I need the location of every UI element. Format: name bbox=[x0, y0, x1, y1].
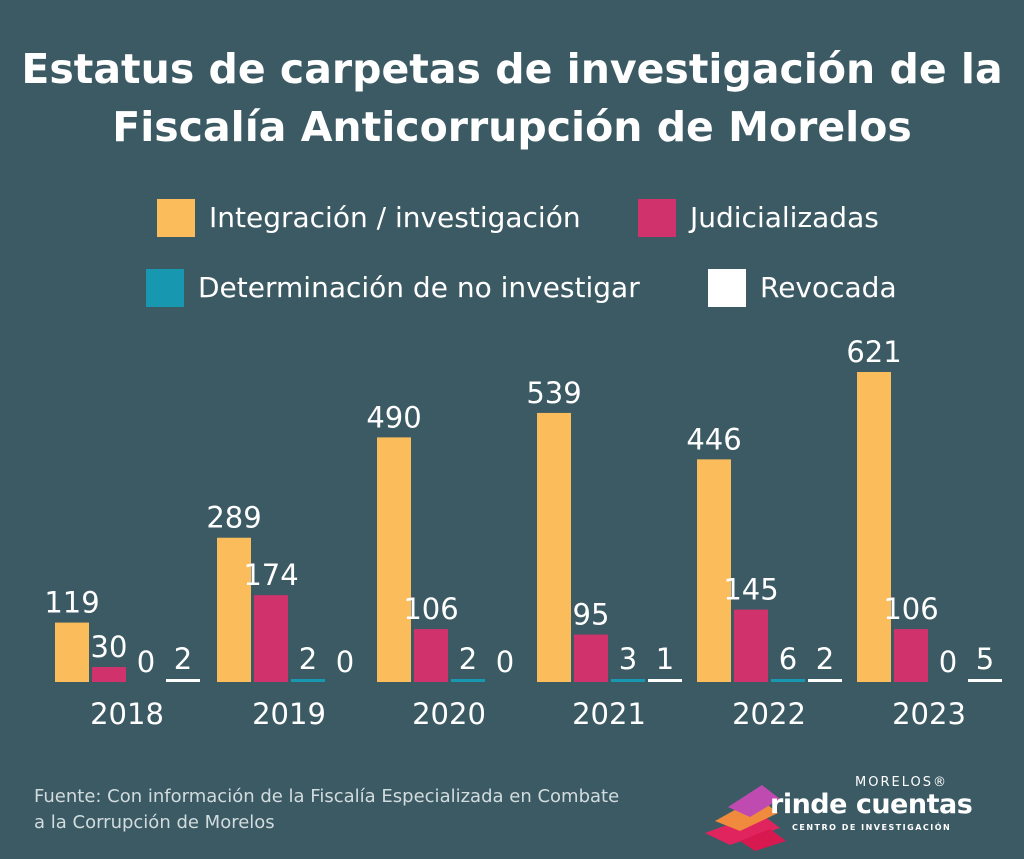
value-label-determinacion-de-no-investigar-2021: 3 bbox=[619, 642, 637, 676]
bar-integracion-investigacion-2023 bbox=[857, 372, 891, 682]
bar-determinacion-de-no-investigar-2022 bbox=[771, 679, 805, 682]
bar-judicializadas-2020 bbox=[414, 629, 448, 682]
legend-swatch-judicializadas bbox=[638, 199, 676, 237]
chart-title-line-2: Fiscalía Anticorrupción de Morelos bbox=[112, 103, 912, 151]
year-label-2020: 2020 bbox=[412, 697, 486, 731]
bar-integracion-investigacion-2021 bbox=[537, 412, 571, 682]
value-label-determinacion-de-no-investigar-2019: 2 bbox=[299, 642, 317, 676]
rinde-cuentas-logo: MORELOS® rinde cuentas CENTRO DE INVESTI… bbox=[700, 775, 990, 855]
value-label-revocada-2023: 5 bbox=[976, 642, 994, 676]
year-label-2019: 2019 bbox=[252, 697, 326, 731]
value-label-integracion-investigacion-2018: 119 bbox=[44, 586, 99, 620]
bar-integracion-investigacion-2020 bbox=[377, 437, 411, 682]
chart-title: Estatus de carpetas de investigación de … bbox=[0, 40, 1024, 156]
value-label-judicializadas-2022: 145 bbox=[723, 573, 778, 607]
source-line-1: Fuente: Con información de la Fiscalía E… bbox=[34, 786, 620, 807]
source-line-2: a la Corrupción de Morelos bbox=[34, 812, 275, 833]
legend-swatch-no-investigar bbox=[146, 269, 184, 307]
logo-sub-text: CENTRO DE INVESTIGACIÓN bbox=[792, 823, 952, 832]
bar-revocada-2021 bbox=[648, 679, 682, 682]
value-label-determinacion-de-no-investigar-2020: 2 bbox=[459, 642, 477, 676]
value-label-judicializadas-2021: 95 bbox=[573, 598, 610, 632]
bar-integracion-investigacion-2018 bbox=[55, 622, 89, 682]
bar-judicializadas-2023 bbox=[894, 629, 928, 682]
bar-judicializadas-2019 bbox=[254, 595, 288, 682]
legend-swatch-integracion bbox=[157, 199, 195, 237]
value-label-judicializadas-2018: 30 bbox=[91, 630, 128, 664]
value-label-integracion-investigacion-2019: 289 bbox=[206, 501, 261, 535]
legend-swatch-revocada bbox=[708, 269, 746, 307]
year-label-2021: 2021 bbox=[572, 697, 646, 731]
source-note: Fuente: Con información de la Fiscalía E… bbox=[34, 784, 674, 836]
value-label-revocada-2018: 2 bbox=[174, 642, 192, 676]
logo-feather-icon bbox=[705, 785, 786, 851]
value-label-judicializadas-2023: 106 bbox=[883, 592, 938, 626]
bar-revocada-2023 bbox=[968, 679, 1002, 682]
value-label-integracion-investigacion-2021: 539 bbox=[526, 376, 581, 410]
value-label-integracion-investigacion-2023: 621 bbox=[846, 335, 901, 369]
value-label-revocada-2020: 0 bbox=[496, 645, 514, 679]
bar-determinacion-de-no-investigar-2019 bbox=[291, 679, 325, 682]
bar-determinacion-de-no-investigar-2021 bbox=[611, 679, 645, 682]
bar-revocada-2018 bbox=[166, 679, 200, 682]
legend-label-revocada: Revocada bbox=[760, 271, 897, 304]
value-label-integracion-investigacion-2020: 490 bbox=[366, 400, 421, 434]
bar-judicializadas-2018 bbox=[92, 667, 126, 682]
legend-label-judicializadas: Judicializadas bbox=[690, 201, 879, 234]
value-label-revocada-2019: 0 bbox=[336, 645, 354, 679]
legend-label-no-investigar: Determinación de no investigar bbox=[198, 271, 640, 304]
year-label-2022: 2022 bbox=[732, 697, 806, 731]
value-label-judicializadas-2020: 106 bbox=[403, 592, 458, 626]
value-label-integracion-investigacion-2022: 446 bbox=[686, 422, 741, 456]
logo-main-text: rinde cuentas bbox=[770, 789, 973, 820]
legend-label-integracion: Integración / investigación bbox=[209, 201, 581, 234]
bar-integracion-investigacion-2022 bbox=[697, 459, 731, 682]
value-label-determinacion-de-no-investigar-2018: 0 bbox=[137, 645, 155, 679]
bar-integracion-investigacion-2019 bbox=[217, 537, 251, 682]
year-label-2023: 2023 bbox=[892, 697, 966, 731]
value-label-revocada-2022: 2 bbox=[816, 642, 834, 676]
value-label-determinacion-de-no-investigar-2023: 0 bbox=[939, 645, 957, 679]
value-label-determinacion-de-no-investigar-2022: 6 bbox=[779, 642, 797, 676]
value-label-revocada-2021: 1 bbox=[656, 642, 674, 676]
bar-determinacion-de-no-investigar-2020 bbox=[451, 679, 485, 682]
value-label-judicializadas-2019: 174 bbox=[243, 558, 298, 592]
logo-top-text: MORELOS® bbox=[855, 775, 948, 790]
chart-title-line-1: Estatus de carpetas de investigación de … bbox=[21, 45, 1003, 93]
bar-judicializadas-2021 bbox=[574, 634, 608, 682]
bar-revocada-2022 bbox=[808, 679, 842, 682]
year-label-2018: 2018 bbox=[90, 697, 164, 731]
bar-judicializadas-2022 bbox=[734, 609, 768, 682]
